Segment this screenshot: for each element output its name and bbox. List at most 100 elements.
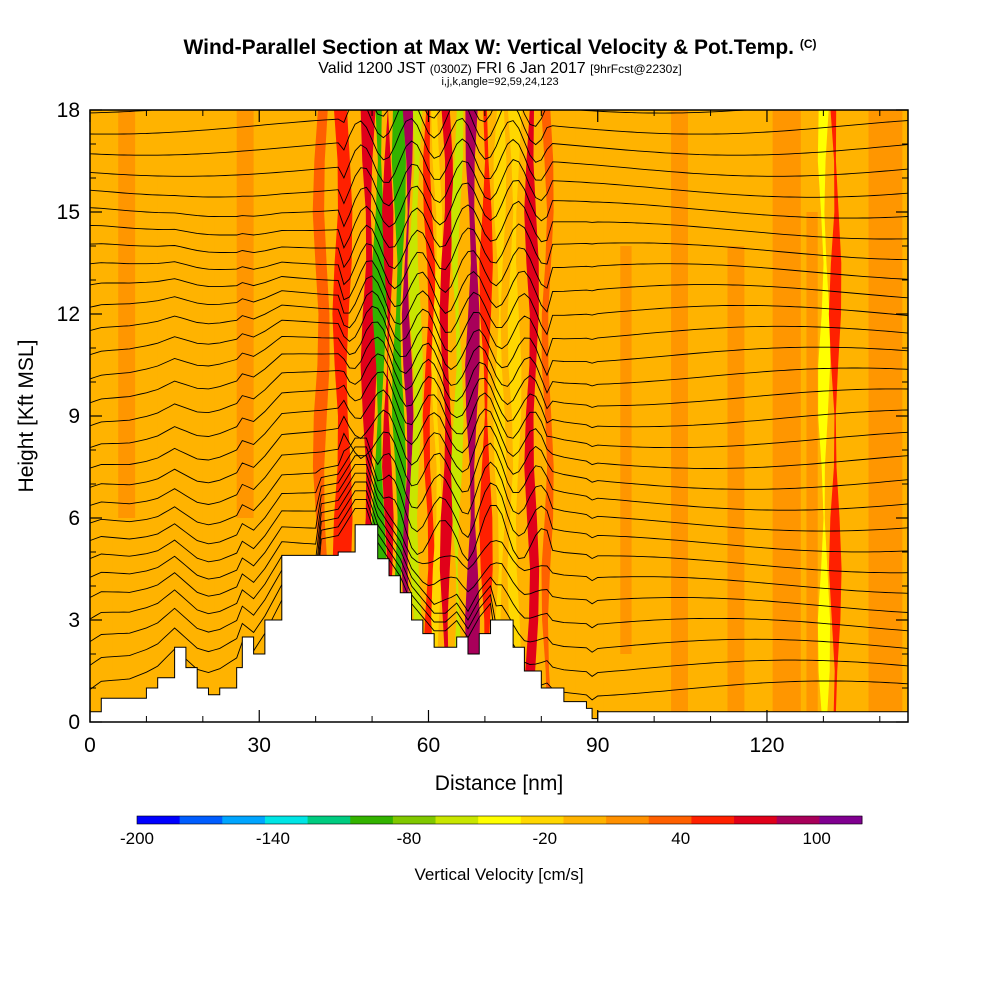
isentrope-line	[90, 321, 908, 394]
valid-date: FRI 6 Jan 2017	[476, 60, 586, 77]
isentrope-line	[90, 336, 908, 410]
velocity-patch	[727, 246, 745, 722]
velocity-band	[817, 110, 831, 722]
forecast-info: [9hrFcst@2230z]	[590, 62, 682, 76]
velocity-patch	[671, 110, 688, 722]
velocity-band	[382, 110, 394, 722]
colorbar-tick-label: 100	[803, 829, 831, 848]
isentrope-line	[90, 431, 908, 511]
isentrope-line	[90, 159, 908, 207]
velocity-band	[828, 110, 842, 722]
isentrope-line	[90, 490, 908, 653]
colorbar-swatch	[563, 816, 607, 824]
colorbar-swatch	[179, 816, 223, 824]
colorbar-swatch	[776, 816, 820, 824]
chart-subtitle: Valid 1200 JST (0300Z) FRI 6 Jan 2017 [9…	[0, 60, 1000, 78]
y-tick-label: 12	[57, 303, 80, 326]
velocity-patch	[620, 246, 632, 654]
colorbar-tick-label: -140	[256, 829, 290, 848]
velocity-band	[391, 110, 407, 722]
colorbar-swatch	[137, 816, 181, 824]
velocity-band	[450, 110, 464, 722]
velocity-patch	[118, 110, 136, 518]
velocity-band	[541, 110, 554, 722]
chart-title: Wind-Parallel Section at Max W: Vertical…	[0, 36, 1000, 60]
axes: 0 3 6 9 12 15 18 0 30 60 90 120	[57, 99, 908, 757]
velocity-band	[524, 110, 540, 722]
velocity-patch	[157, 178, 169, 450]
y-tick-label: 0	[68, 711, 80, 734]
isentrope-line	[90, 223, 908, 271]
isentrope-line	[90, 290, 908, 357]
colorbar-swatch	[478, 816, 522, 824]
terrain-mask	[90, 524, 908, 722]
velocity-band	[493, 110, 507, 722]
isentrope-line	[90, 243, 908, 294]
y-tick-label: 18	[57, 99, 80, 122]
y-tick-label: 3	[68, 609, 80, 632]
velocity-band	[507, 110, 522, 722]
isentrope-line	[90, 437, 908, 532]
colorbar-label: Vertical Velocity [cm/s]	[414, 865, 583, 884]
velocity-patch	[806, 212, 818, 722]
valid-time: Valid 1200 JST	[318, 60, 426, 77]
isentrope-line	[90, 260, 908, 314]
colorbar-tick-label: 40	[671, 829, 690, 848]
colorbar-swatch	[264, 816, 309, 824]
utc-time: (0300Z)	[429, 62, 472, 76]
grid-index-note: i,j,k,angle=92,59,24,123	[441, 76, 559, 88]
colorbar-swatch	[648, 816, 692, 824]
colorbar-tick-label: -20	[533, 829, 558, 848]
x-tick-label: 120	[749, 734, 784, 757]
isentrope-line	[90, 472, 908, 613]
isentrope-line	[90, 200, 908, 249]
colorbar: -200 -140 -80 -20 40 100	[120, 815, 863, 848]
y-tick-label: 15	[57, 201, 80, 224]
colorbar-swatch	[819, 816, 863, 824]
colorbar-swatch	[350, 816, 394, 824]
colorbar-tick-label: -80	[397, 829, 422, 848]
isentrope-line	[90, 371, 908, 449]
isentrope-line	[90, 455, 908, 574]
colorbar-swatch	[734, 816, 778, 824]
isentrope-line	[90, 110, 908, 146]
x-tick-label: 30	[248, 734, 271, 757]
isentrope-line	[90, 389, 908, 469]
x-tick-label: 0	[84, 734, 96, 757]
isentrope-line	[90, 463, 908, 594]
chart-title-text: Wind-Parallel Section at Max W: Vertical…	[183, 36, 794, 59]
colorbar-tick-label: -200	[120, 829, 154, 848]
terrain-profile	[90, 524, 908, 722]
x-axis-label: Distance [nm]	[435, 772, 563, 795]
isentrope-line	[90, 305, 908, 377]
colorbar-swatch	[435, 816, 479, 824]
isentrope-line	[90, 117, 908, 163]
velocity-patch	[772, 110, 801, 722]
isentrope-line	[90, 275, 908, 336]
isentrope-line	[90, 180, 908, 228]
x-tick-label: 60	[417, 734, 440, 757]
isentrope-line	[90, 481, 908, 632]
velocity-patch	[202, 212, 215, 654]
velocity-band	[479, 110, 493, 722]
isentrope-line	[90, 353, 908, 429]
colorbar-frame	[136, 815, 863, 825]
colorbar-swatch	[392, 816, 437, 824]
colorbar-swatch	[222, 816, 266, 824]
y-axis-label: Height [Kft MSL]	[15, 340, 38, 493]
isentrope-line	[90, 138, 908, 183]
velocity-patch	[236, 110, 254, 518]
y-tick-label: 9	[68, 405, 80, 428]
colorbar-swatch	[520, 816, 564, 824]
colorbar-swatch	[307, 816, 351, 824]
isentrope-line	[90, 446, 908, 553]
velocity-band	[431, 110, 443, 722]
y-tick-label: 6	[68, 507, 80, 530]
copyright-mark: (C)	[799, 37, 817, 51]
colorbar-swatch	[691, 816, 735, 824]
velocity-patch	[575, 110, 604, 722]
x-tick-label: 90	[586, 734, 609, 757]
colorbar-swatch	[606, 816, 650, 824]
isentrope-line	[90, 409, 908, 490]
